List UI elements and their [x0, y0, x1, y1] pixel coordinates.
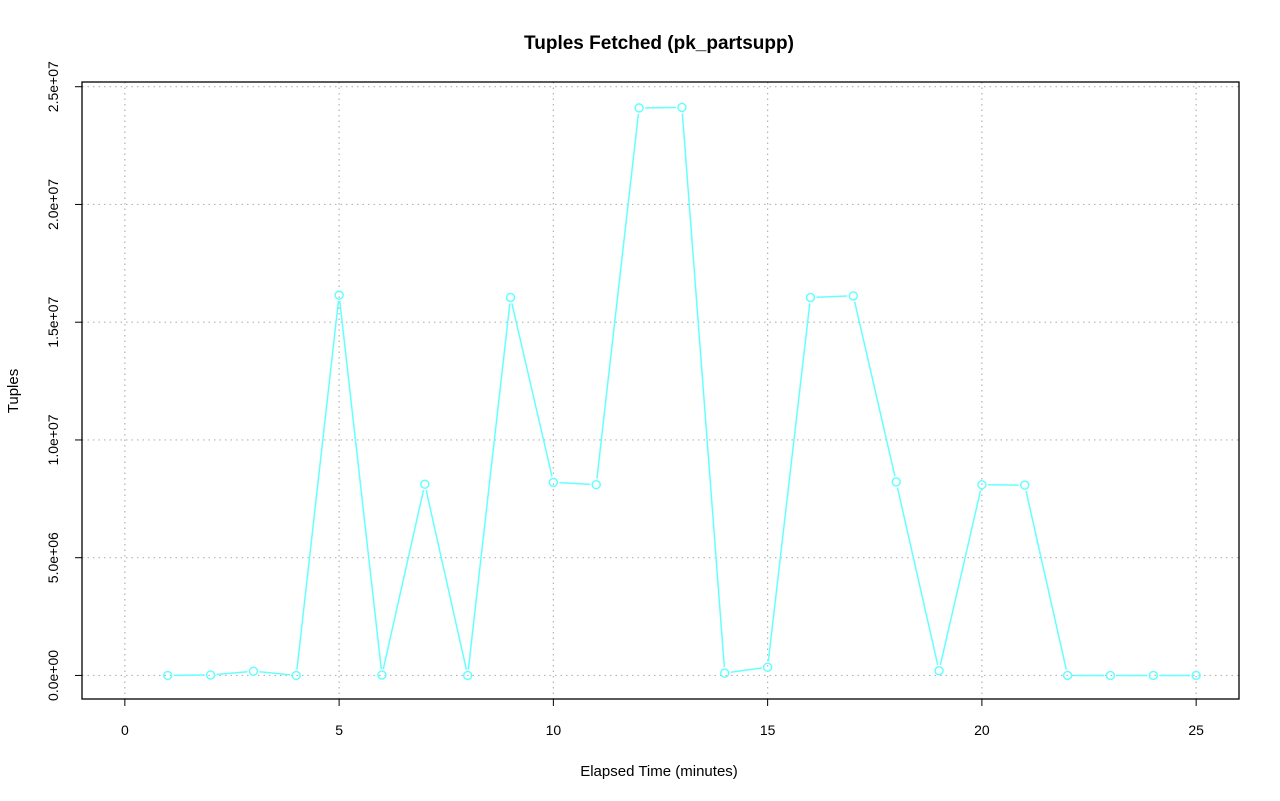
- x-axis: 0 5 10 15 20 25: [121, 699, 1204, 738]
- x-tick-label: 10: [546, 722, 562, 738]
- y-tick-label: 1.5e+07: [45, 296, 61, 347]
- data-point: [1062, 670, 1073, 681]
- series-line-segment: [511, 303, 553, 477]
- data-point: [1105, 670, 1116, 681]
- plot-frame: [81, 81, 1240, 700]
- data-series: [162, 102, 1201, 681]
- chart-title: Tuples Fetched (pk_partsupp): [524, 33, 794, 54]
- data-point: [1019, 480, 1030, 490]
- y-tick-label: 5.0e+06: [45, 532, 61, 583]
- series-line-segment: [596, 113, 640, 479]
- data-point: [205, 670, 216, 680]
- data-point: [848, 291, 859, 301]
- series-line-segment: [730, 667, 762, 674]
- series-line-segment: [339, 301, 383, 670]
- data-point: [548, 477, 559, 488]
- y-tick-label: 2.0e+07: [45, 179, 61, 230]
- series-line-segment: [296, 301, 340, 670]
- data-point: [677, 102, 687, 113]
- data-point: [591, 479, 601, 490]
- series-line-segment: [216, 670, 248, 676]
- data-point: [891, 477, 901, 487]
- data-point: [720, 668, 730, 678]
- series-line-segment: [425, 489, 468, 670]
- series-line-segment: [896, 487, 939, 666]
- y-tick-label: 1.0e+07: [45, 414, 61, 465]
- data-point: [334, 290, 344, 300]
- series-line-segment: [816, 295, 848, 298]
- data-point: [248, 666, 259, 676]
- x-tick-label: 5: [335, 722, 343, 738]
- y-axis-label: Tuples: [5, 369, 22, 413]
- series-line-segment: [1025, 490, 1068, 670]
- x-tick-label: 0: [121, 722, 129, 738]
- x-tick-label: 15: [760, 722, 776, 738]
- data-point: [805, 292, 816, 303]
- series-line-segment: [681, 113, 726, 668]
- data-point: [762, 662, 773, 672]
- data-point: [1148, 670, 1159, 681]
- data-point: [1191, 670, 1201, 681]
- x-tick-label: 25: [1188, 722, 1204, 738]
- y-tick-label: 0.0e+00: [45, 650, 61, 701]
- y-axis: 0.0e+00 5.0e+06 1.0e+07 1.5e+07 2.0e+07 2.5e+…: [45, 61, 82, 701]
- data-point: [462, 670, 473, 681]
- grid-lines: [82, 82, 1239, 699]
- series-line-segment: [382, 489, 425, 670]
- series-line-segment: [467, 303, 511, 670]
- x-axis-label: Elapsed Time (minutes): [580, 763, 738, 780]
- x-tick-label: 20: [974, 722, 990, 738]
- data-point: [505, 292, 516, 303]
- data-point: [162, 670, 173, 681]
- series-line-segment: [767, 303, 811, 662]
- series-line-segment: [853, 301, 896, 477]
- data-point: [977, 479, 987, 490]
- series-line-segment: [939, 490, 982, 666]
- data-point: [634, 103, 644, 113]
- series-line-segment: [259, 671, 291, 676]
- data-point: [377, 670, 387, 680]
- data-point: [420, 479, 430, 489]
- y-tick-label: 2.5e+07: [45, 61, 61, 112]
- series-line-segment: [559, 481, 591, 486]
- data-point: [934, 665, 944, 676]
- data-point: [291, 670, 302, 681]
